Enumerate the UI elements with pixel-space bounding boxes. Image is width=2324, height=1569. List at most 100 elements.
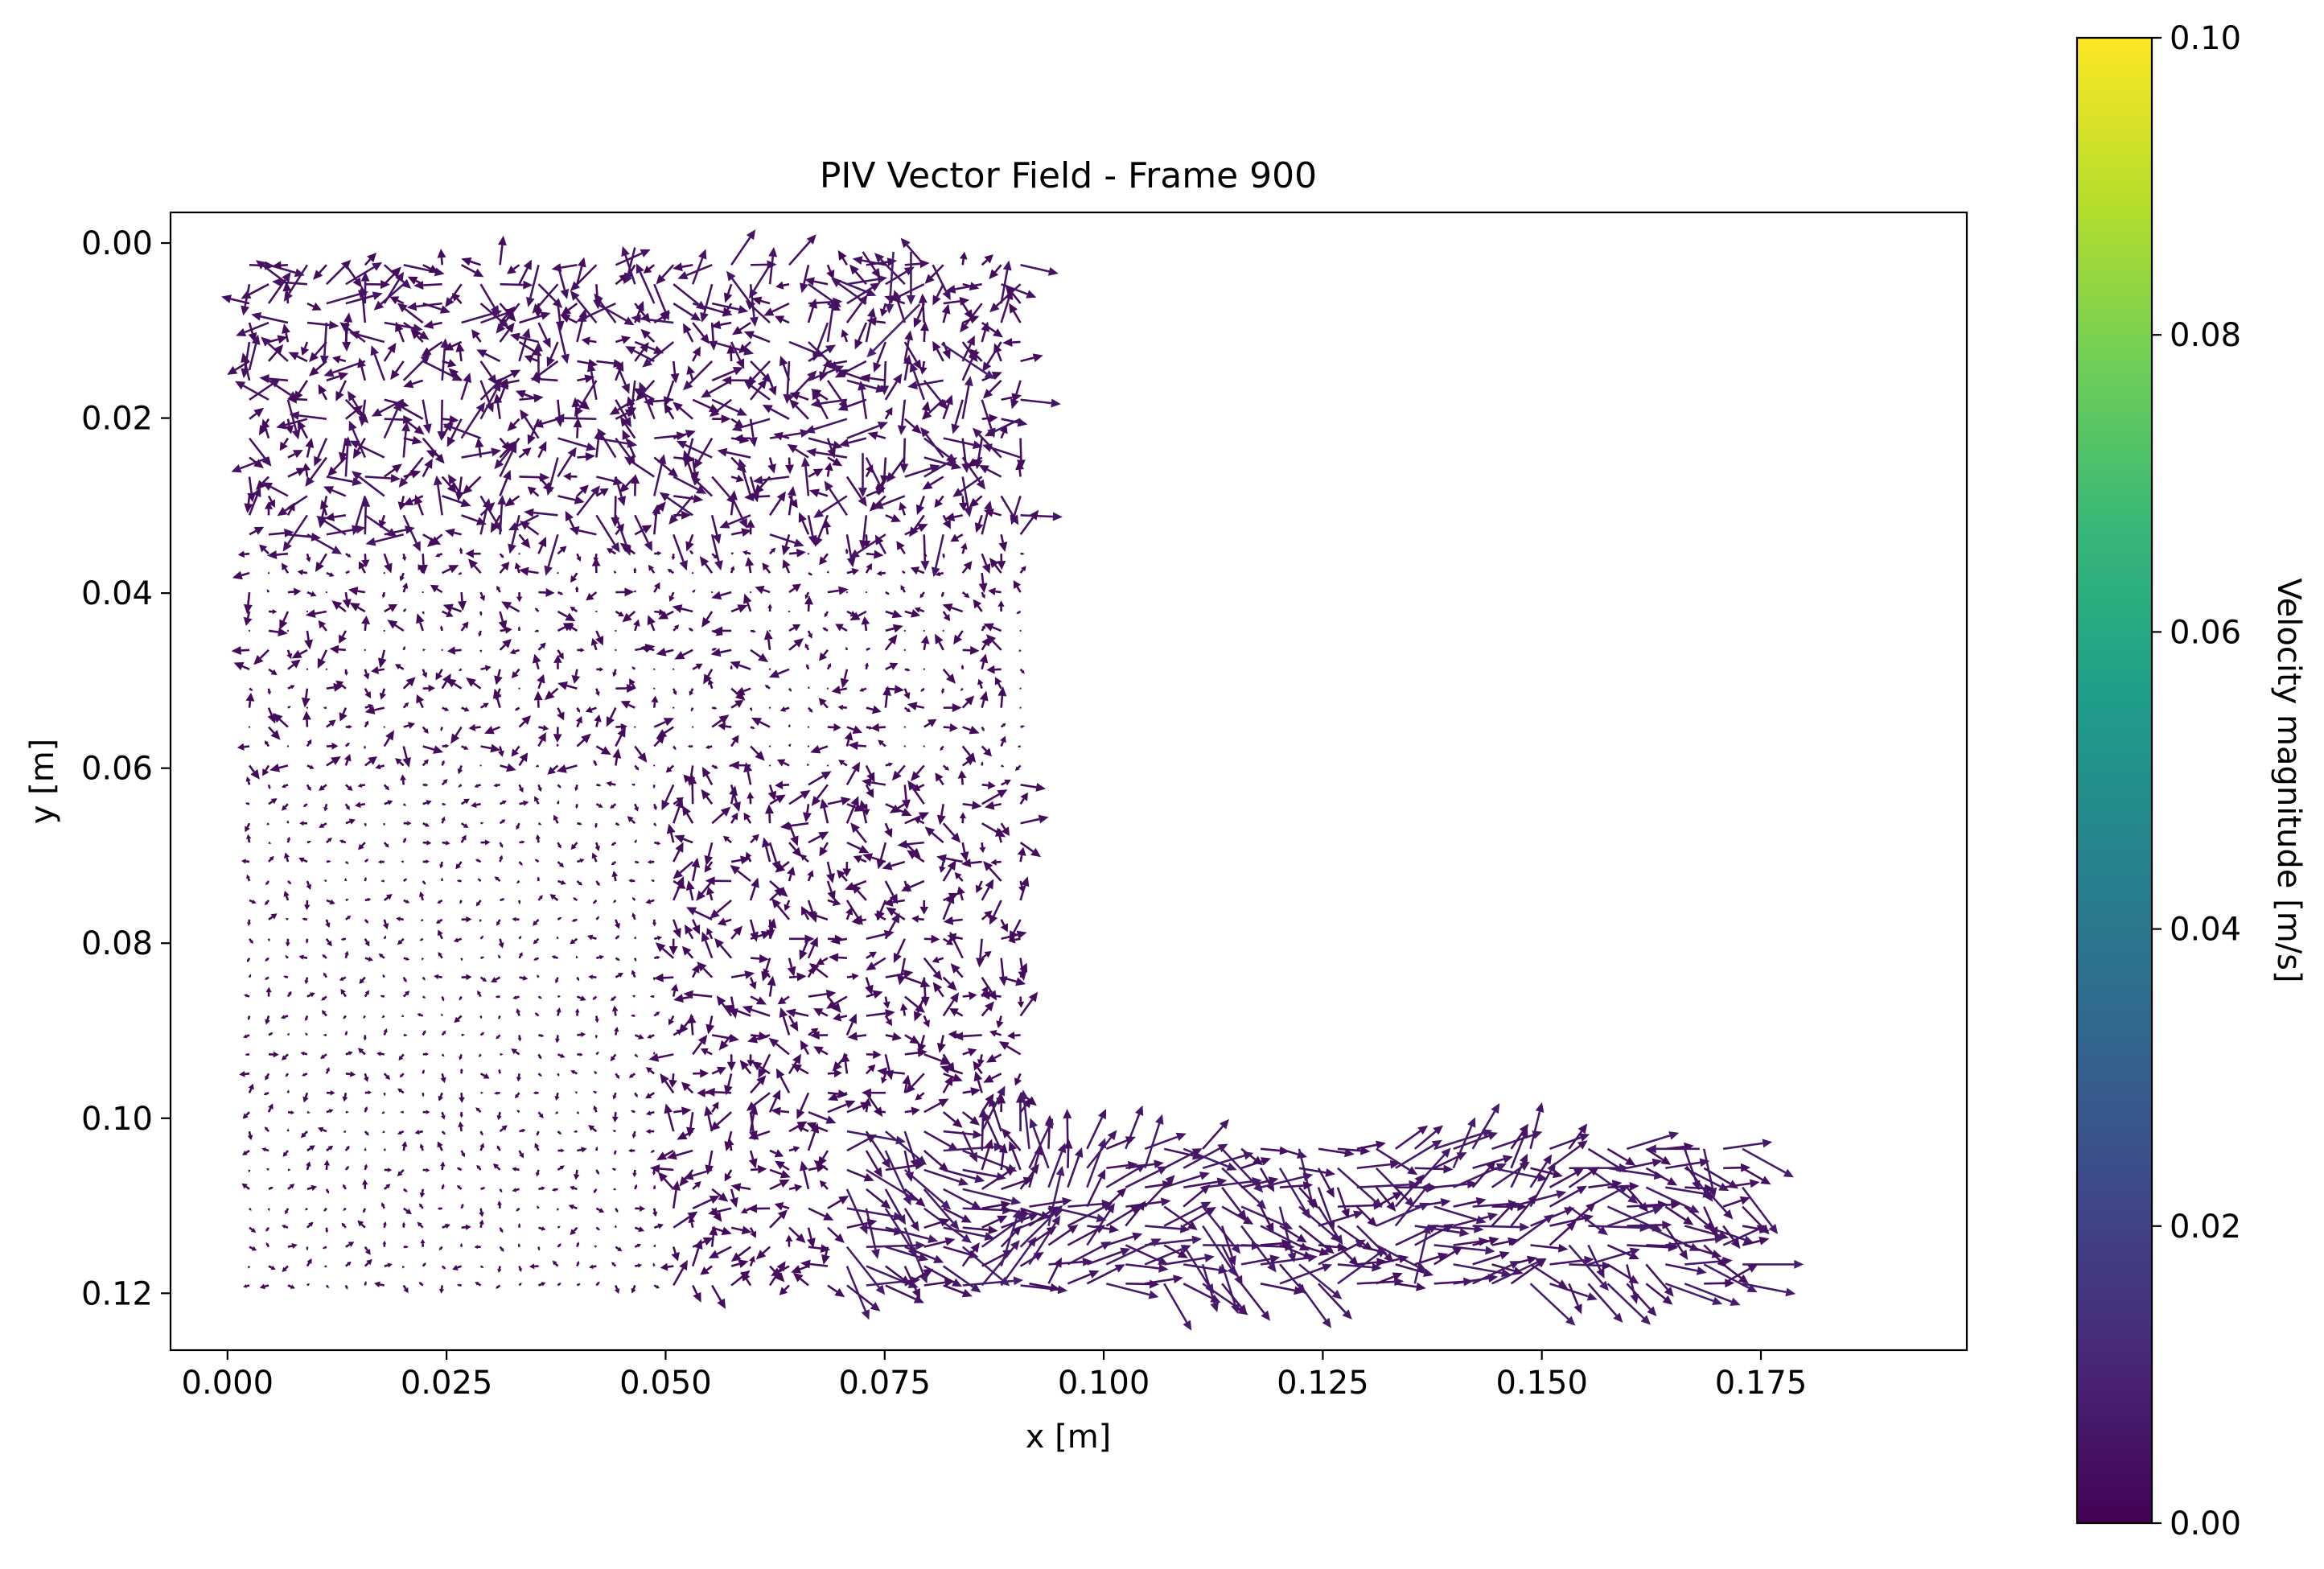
vector-arrow (845, 476, 867, 507)
vector-arrow (615, 1208, 619, 1213)
vector-arrow (272, 713, 289, 728)
vector-arrow (923, 1168, 969, 1186)
vector-arrow (570, 607, 578, 613)
vector-arrow (652, 504, 661, 535)
vector-arrow (530, 374, 558, 384)
vector-arrow (1020, 353, 1043, 363)
vector-arrow (1008, 936, 1021, 944)
vector-arrow (645, 1110, 655, 1116)
vector-arrow (811, 784, 829, 806)
vector-arrow (884, 1054, 894, 1081)
vector-arrow (364, 1163, 368, 1171)
vector-arrow (1433, 1246, 1463, 1266)
vector-arrow (711, 1284, 726, 1309)
vector-arrow (365, 533, 405, 546)
vector-arrow (1587, 1283, 1623, 1323)
vector-arrow (1337, 1248, 1387, 1285)
vector-arrow (1144, 1114, 1164, 1169)
vector-arrow (1472, 1222, 1530, 1232)
vector-arrow (418, 891, 425, 901)
vector-arrow (953, 1032, 982, 1041)
vector-arrow (1144, 1175, 1175, 1208)
vector-arrow (865, 591, 867, 594)
vector-arrow (979, 653, 989, 670)
vector-arrow (633, 619, 640, 632)
vector-arrow (769, 887, 785, 901)
vector-arrow (285, 1073, 290, 1077)
vector-arrow (315, 553, 327, 573)
vector-arrow (683, 1168, 713, 1180)
vector-arrow (547, 764, 559, 775)
vector-arrow (594, 293, 617, 323)
vector-arrow (796, 1092, 810, 1120)
vector-arrow (668, 495, 694, 525)
vector-arrow (585, 706, 597, 714)
vector-arrow (381, 591, 386, 599)
vector-arrow (441, 1053, 445, 1057)
vector-arrow (1703, 1186, 1734, 1220)
vector-arrow (499, 369, 521, 381)
vector-arrow (634, 764, 640, 771)
vector-arrow (750, 995, 767, 1005)
vector-arrow (422, 859, 430, 864)
vector-arrow (611, 1005, 619, 1016)
vector-arrow (413, 281, 442, 290)
vector-arrow (383, 726, 385, 728)
vector-arrow (962, 726, 980, 735)
vector-arrow (962, 1225, 998, 1235)
vector-arrow (364, 859, 369, 863)
vector-arrow (479, 1053, 482, 1058)
vector-arrow (1606, 1147, 1636, 1166)
vector-arrow (364, 1106, 368, 1113)
vector-arrow (506, 264, 520, 274)
vector-arrow (1260, 1172, 1314, 1188)
vector-arrow (232, 570, 250, 580)
vector-arrow (673, 533, 688, 571)
vector-arrow (437, 249, 446, 266)
vector-arrow (305, 609, 327, 619)
vector-arrow (656, 264, 675, 285)
vector-arrow (904, 1034, 920, 1044)
vector-arrow (784, 900, 791, 912)
vector-arrow (446, 678, 463, 690)
vector-arrow (1664, 1283, 1723, 1305)
vector-arrow (573, 1169, 580, 1180)
vector-arrow (419, 1188, 426, 1198)
vector-arrow (595, 745, 611, 755)
vector-arrow (846, 973, 859, 981)
vector-arrow (1472, 1236, 1499, 1246)
vector-arrow (635, 1205, 646, 1212)
vector-arrow (1376, 1202, 1430, 1227)
vector-arrow (272, 278, 308, 287)
vector-arrow (719, 514, 751, 529)
vector-arrow (742, 1005, 771, 1017)
vector-arrow (788, 1015, 799, 1032)
vector-arrow (364, 252, 377, 266)
vector-arrow (286, 990, 292, 998)
vector-arrow (989, 558, 1002, 574)
vector-arrow (692, 663, 703, 670)
vector-arrow (722, 303, 733, 317)
vector-arrow (460, 834, 467, 843)
vector-arrow (942, 859, 956, 882)
vector-arrow (1145, 1224, 1191, 1233)
vector-arrow (845, 1188, 868, 1235)
vector-arrow (306, 784, 311, 792)
vector-arrow (788, 1226, 806, 1244)
vector-arrow (743, 380, 771, 401)
vector-arrow (319, 322, 329, 366)
vector-arrow (479, 1015, 483, 1019)
vector-arrow (364, 706, 385, 714)
vector-arrow (538, 1186, 545, 1191)
vector-arrow (826, 687, 829, 690)
vector-arrow (647, 859, 655, 864)
vector-arrow (627, 1148, 636, 1153)
vector-arrow (837, 249, 849, 266)
vector-arrow (339, 630, 347, 644)
vector-arrow (384, 800, 393, 805)
x-tick-label: 0.175 (1715, 1365, 1808, 1402)
vector-arrow (1529, 1283, 1576, 1326)
vector-arrow (570, 572, 578, 583)
vector-arrow (845, 1013, 857, 1036)
vector-arrow (556, 1007, 561, 1016)
